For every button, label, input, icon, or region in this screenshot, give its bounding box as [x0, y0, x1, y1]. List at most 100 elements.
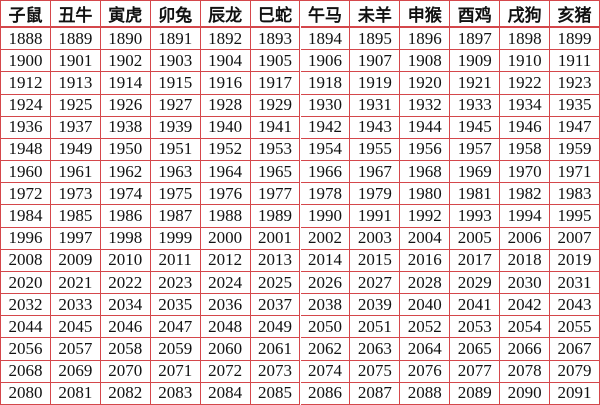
year-cell: 2052 [400, 316, 451, 339]
year-cell: 2060 [200, 338, 251, 361]
year-cell: 1966 [300, 161, 351, 184]
year-cell: 2061 [250, 338, 301, 361]
year-cell: 1896 [400, 28, 451, 51]
year-cell: 2054 [500, 316, 551, 339]
year-cell: 1920 [400, 72, 451, 95]
year-cell: 1905 [250, 50, 301, 73]
year-cell: 1929 [250, 94, 301, 117]
year-cell: 2071 [150, 360, 201, 383]
year-cell: 1934 [500, 94, 551, 117]
year-cell: 1919 [350, 72, 401, 95]
year-cell: 1974 [100, 183, 151, 206]
header-cell: 午马 [300, 1, 351, 28]
year-cell: 2031 [550, 271, 600, 295]
year-cell: 1908 [400, 50, 451, 73]
year-cell: 1994 [500, 205, 551, 228]
year-cell: 1955 [350, 138, 401, 162]
year-cell: 2081 [50, 382, 101, 405]
year-cell: 1902 [100, 50, 151, 73]
year-cell: 2043 [550, 294, 600, 317]
year-cell: 2032 [1, 294, 51, 317]
year-cell: 1946 [500, 116, 551, 139]
year-cell: 1912 [1, 72, 51, 95]
year-cell: 1952 [200, 138, 251, 162]
header-cell: 申猴 [400, 1, 451, 28]
year-cell: 2016 [400, 249, 451, 272]
year-cell: 2041 [450, 294, 501, 317]
year-cell: 1971 [550, 161, 600, 184]
year-cell: 2068 [1, 360, 51, 383]
year-cell: 1978 [300, 183, 351, 206]
year-cell: 1963 [150, 161, 201, 184]
year-cell: 1903 [150, 50, 201, 73]
year-cell: 1911 [550, 50, 600, 73]
year-cell: 2037 [250, 294, 301, 317]
year-cell: 1899 [550, 28, 600, 51]
year-cell: 1984 [1, 205, 51, 228]
year-cell: 1923 [550, 72, 600, 95]
year-cell: 2029 [450, 271, 501, 295]
year-cell: 2076 [400, 360, 451, 383]
year-cell: 1995 [550, 205, 600, 228]
year-cell: 1921 [450, 72, 501, 95]
year-cell: 1926 [100, 94, 151, 117]
year-cell: 2072 [200, 360, 251, 383]
year-cell: 1910 [500, 50, 551, 73]
year-cell: 1940 [200, 116, 251, 139]
year-cell: 2044 [1, 316, 51, 339]
year-cell: 1973 [50, 183, 101, 206]
year-cell: 1932 [400, 94, 451, 117]
year-cell: 2079 [550, 360, 600, 383]
year-cell: 1993 [450, 205, 501, 228]
year-cell: 1897 [450, 28, 501, 51]
year-cell: 2090 [500, 382, 551, 405]
year-cell: 1944 [400, 116, 451, 139]
year-cell: 1935 [550, 94, 600, 117]
year-cell: 1989 [250, 205, 301, 228]
year-cell: 2089 [450, 382, 501, 405]
year-cell: 1959 [550, 138, 600, 162]
year-cell: 2010 [100, 249, 151, 272]
year-cell: 1924 [1, 94, 51, 117]
year-cell: 1983 [550, 183, 600, 206]
year-cell: 1938 [100, 116, 151, 139]
year-cell: 1915 [150, 72, 201, 95]
year-cell: 2022 [100, 271, 151, 295]
year-cell: 1975 [150, 183, 201, 206]
year-cell: 2042 [500, 294, 551, 317]
year-cell: 1980 [400, 183, 451, 206]
year-cell: 2013 [250, 249, 301, 272]
year-cell: 2006 [500, 227, 551, 250]
year-cell: 1999 [150, 227, 201, 250]
year-cell: 1998 [100, 227, 151, 250]
year-cell: 1936 [1, 116, 51, 139]
year-cell: 1997 [50, 227, 101, 250]
year-cell: 1965 [250, 161, 301, 184]
year-cell: 1991 [350, 205, 401, 228]
year-cell: 2039 [350, 294, 401, 317]
year-cell: 2018 [500, 249, 551, 272]
year-cell: 1951 [150, 138, 201, 162]
year-cell: 1901 [50, 50, 101, 73]
year-cell: 2067 [550, 338, 600, 361]
year-cell: 1937 [50, 116, 101, 139]
year-cell: 2020 [1, 271, 51, 295]
year-cell: 1945 [450, 116, 501, 139]
year-cell: 2074 [300, 360, 351, 383]
year-cell: 2085 [250, 382, 301, 405]
year-cell: 2053 [450, 316, 501, 339]
year-cell: 1939 [150, 116, 201, 139]
year-cell: 2049 [250, 316, 301, 339]
year-cell: 2086 [300, 382, 351, 405]
year-cell: 1990 [300, 205, 351, 228]
year-cell: 1894 [300, 28, 351, 51]
year-cell: 1893 [250, 28, 301, 51]
year-cell: 1960 [1, 161, 51, 184]
year-cell: 2088 [400, 382, 451, 405]
year-cell: 2066 [500, 338, 551, 361]
year-cell: 2069 [50, 360, 101, 383]
year-cell: 1969 [450, 161, 501, 184]
year-cell: 2087 [350, 382, 401, 405]
year-cell: 1949 [50, 138, 101, 162]
